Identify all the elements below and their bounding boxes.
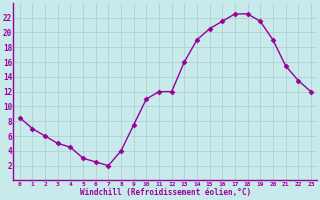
X-axis label: Windchill (Refroidissement éolien,°C): Windchill (Refroidissement éolien,°C) [80,188,251,197]
